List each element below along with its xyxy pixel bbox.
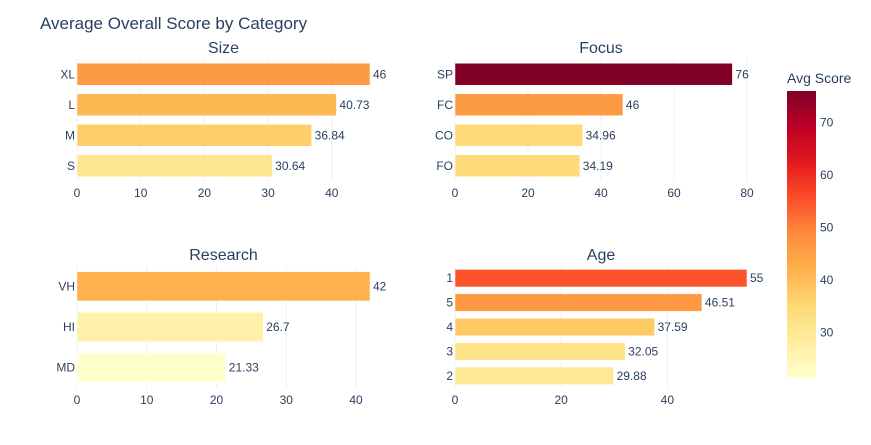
subplot-research: Research 0 10 20 30 40 VH 42 HI 26.7 MD 21.33: [56, 247, 386, 407]
x-tick-label: 40: [661, 393, 675, 407]
bar-m[interactable]: [76, 124, 312, 147]
bar-fc[interactable]: [454, 93, 624, 116]
x-tick-label: 20: [210, 393, 224, 407]
data-label: 26.7: [266, 320, 290, 334]
y-tick-label: MD: [56, 361, 75, 375]
bar-1[interactable]: [454, 269, 748, 288]
y-tick-label: CO: [435, 128, 453, 142]
x-tick-label: 40: [325, 186, 339, 200]
x-tick-label: 30: [261, 186, 275, 200]
bar-hi[interactable]: [76, 312, 264, 342]
data-label: 30.64: [275, 159, 305, 173]
colorbar-tick-label: 60: [820, 168, 834, 182]
y-tick-label: 3: [446, 344, 453, 358]
bar-co[interactable]: [454, 124, 583, 147]
colorbar-tick-label: 30: [820, 325, 834, 339]
bar-md[interactable]: [76, 352, 227, 383]
data-label: 34.19: [583, 159, 613, 173]
colorbar-title: Avg Score: [787, 70, 852, 86]
y-tick-label: 4: [446, 320, 453, 334]
x-tick-label: 60: [667, 186, 681, 200]
x-tick-label: 0: [452, 186, 459, 200]
bar-s[interactable]: [76, 154, 273, 177]
data-label: 46.51: [705, 296, 735, 310]
x-tick-label: 0: [452, 393, 459, 407]
bar-l[interactable]: [76, 93, 337, 116]
y-tick-label: FC: [437, 98, 453, 112]
bar-5[interactable]: [454, 293, 703, 312]
x-tick-label: 10: [134, 186, 148, 200]
colorbar-tick-label: 50: [820, 220, 834, 234]
data-label: 32.05: [628, 344, 658, 358]
y-tick-label: XL: [60, 67, 75, 81]
y-tick-label: 2: [446, 369, 453, 383]
y-tick-label: SP: [437, 67, 453, 81]
subplot-focus: Focus 0 20 40 60 80 SP 76 FC 46 CO 34.96 FO 34.19: [435, 40, 754, 200]
y-tick-label: VH: [58, 279, 75, 293]
data-label: 29.88: [617, 369, 647, 383]
y-tick-label: M: [65, 128, 75, 142]
data-label: 40.73: [339, 98, 369, 112]
colorbar: Avg Score 30 40 50 60 70: [787, 70, 852, 378]
y-tick-label: HI: [63, 320, 75, 334]
subplot-title: Age: [587, 247, 616, 264]
x-tick-label: 30: [280, 393, 294, 407]
bar-xl[interactable]: [76, 63, 371, 86]
bar-2[interactable]: [454, 366, 614, 385]
data-label: 46: [626, 98, 640, 112]
subplot-title: Research: [189, 247, 257, 264]
x-tick-label: 0: [74, 393, 81, 407]
data-label: 42: [373, 279, 387, 293]
y-tick-label: FO: [436, 159, 453, 173]
x-tick-label: 20: [198, 186, 212, 200]
bar-vh[interactable]: [76, 271, 371, 302]
data-label: 34.96: [586, 128, 616, 142]
data-label: 46: [373, 67, 387, 81]
data-label: 21.33: [229, 361, 259, 375]
colorbar-gradient: [787, 91, 816, 378]
x-tick-label: 0: [74, 186, 81, 200]
y-tick-label: 1: [446, 271, 453, 285]
x-tick-label: 40: [594, 186, 608, 200]
y-tick-label: L: [68, 98, 75, 112]
subplot-title: Focus: [579, 40, 623, 57]
data-label: 76: [735, 67, 749, 81]
data-label: 55: [750, 271, 764, 285]
bar-3[interactable]: [454, 342, 626, 361]
x-tick-label: 10: [140, 393, 154, 407]
x-tick-label: 80: [740, 186, 754, 200]
colorbar-tick-label: 40: [820, 273, 834, 287]
bar-4[interactable]: [454, 317, 655, 337]
subplot-title: Size: [208, 40, 239, 57]
data-label: 36.84: [315, 128, 345, 142]
y-tick-label: S: [67, 159, 75, 173]
data-label: 37.59: [658, 320, 688, 334]
x-tick-label: 40: [349, 393, 363, 407]
bar-fo[interactable]: [454, 154, 581, 177]
bar-sp[interactable]: [454, 63, 733, 86]
y-tick-label: 5: [446, 296, 453, 310]
subplot-size: Size 0 10 20 30 40 XL 46 L 40.73 M 36.84 S 30.64: [60, 40, 386, 200]
x-tick-label: 20: [555, 393, 569, 407]
chart-title: Average Overall Score by Category: [40, 14, 308, 33]
x-tick-label: 20: [521, 186, 535, 200]
colorbar-tick-label: 70: [820, 115, 834, 129]
